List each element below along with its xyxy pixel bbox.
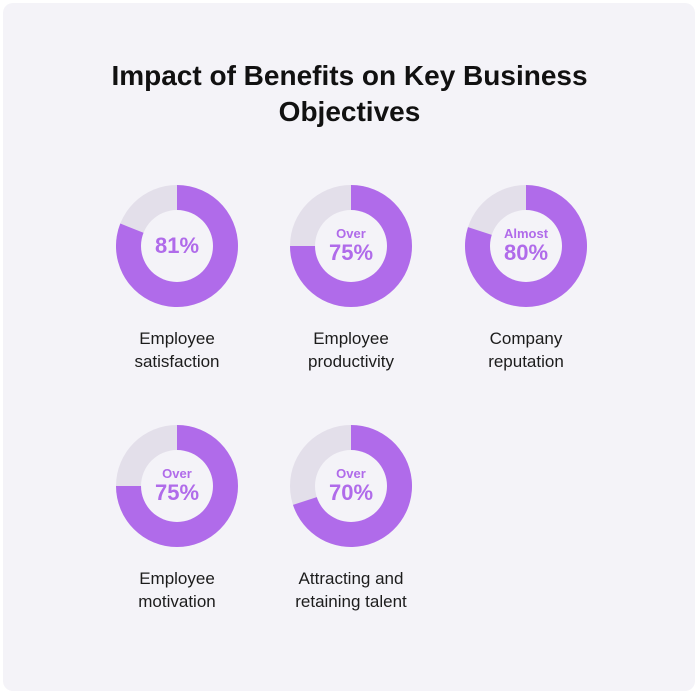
donut-hole xyxy=(315,210,387,282)
metric-label: Employee productivity xyxy=(251,327,451,373)
metric-employee-productivity: Over 75% Employee productivity xyxy=(251,185,451,373)
value-prefix: Almost xyxy=(503,226,549,241)
metric-label-line: retaining talent xyxy=(295,592,407,611)
metric-employee-motivation: Over 75% Employee motivation xyxy=(77,425,277,613)
metric-label-line: motivation xyxy=(138,592,216,611)
donut-svg xyxy=(116,425,238,547)
donut-center-label: Over 75% xyxy=(290,185,412,307)
donut-hole xyxy=(315,450,387,522)
title-line-1: Impact of Benefits on Key Business xyxy=(111,60,588,91)
donut-hole xyxy=(141,450,213,522)
metric-attracting-talent: Over 70% Attracting and retaining talent xyxy=(251,425,451,613)
value-percent: 75% xyxy=(154,480,200,505)
value-percent: 80% xyxy=(503,240,549,265)
donut-svg xyxy=(116,185,238,307)
value-percent: 75% xyxy=(328,240,374,265)
metric-employee-satisfaction: 81% Employee satisfaction xyxy=(77,185,277,373)
metric-label-line: Company xyxy=(489,329,563,348)
donut-chart: Over 75% xyxy=(290,185,412,307)
metric-label: Company reputation xyxy=(426,327,626,373)
donut-chart: Almost 80% xyxy=(465,185,587,307)
donut-chart: 81% xyxy=(116,185,238,307)
metric-label-line: Employee xyxy=(139,329,215,348)
donut-svg xyxy=(465,185,587,307)
value-prefix: Over xyxy=(162,466,192,481)
metric-label-line: satisfaction xyxy=(134,352,220,371)
infographic-card xyxy=(3,3,695,691)
value-percent: 70% xyxy=(328,480,374,505)
title-line-2: Objectives xyxy=(278,96,421,127)
metric-label-line: productivity xyxy=(308,352,394,371)
metric-label-line: Employee xyxy=(313,329,389,348)
donut-svg xyxy=(290,425,412,547)
metric-label: Attracting and retaining talent xyxy=(251,567,451,613)
donut-center-label: 81% xyxy=(116,185,238,307)
donut-hole xyxy=(490,210,562,282)
metric-label-line: Employee xyxy=(139,569,215,588)
value-percent: 81% xyxy=(154,233,200,258)
value-prefix: Over xyxy=(336,226,366,241)
donut-svg xyxy=(290,185,412,307)
value-prefix: Over xyxy=(336,466,366,481)
donut-chart: Over 70% xyxy=(290,425,412,547)
metric-label: Employee motivation xyxy=(77,567,277,613)
donut-center-label: Over 70% xyxy=(290,425,412,547)
metric-company-reputation: Almost 80% Company reputation xyxy=(426,185,626,373)
metric-label: Employee satisfaction xyxy=(77,327,277,373)
chart-title: Impact of Benefits on Key Business Objec… xyxy=(0,58,699,130)
metric-label-line: reputation xyxy=(488,352,564,371)
donut-center-label: Almost 80% xyxy=(465,185,587,307)
donut-chart: Over 75% xyxy=(116,425,238,547)
donut-center-label: Over 75% xyxy=(116,425,238,547)
metric-label-line: Attracting and xyxy=(298,569,404,588)
donut-hole xyxy=(141,210,213,282)
